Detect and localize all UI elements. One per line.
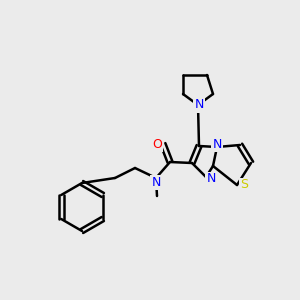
Text: N: N bbox=[206, 172, 216, 185]
Text: N: N bbox=[151, 176, 161, 188]
Text: N: N bbox=[212, 137, 222, 151]
Text: O: O bbox=[152, 137, 162, 151]
Text: N: N bbox=[194, 98, 204, 112]
Text: S: S bbox=[240, 178, 248, 191]
